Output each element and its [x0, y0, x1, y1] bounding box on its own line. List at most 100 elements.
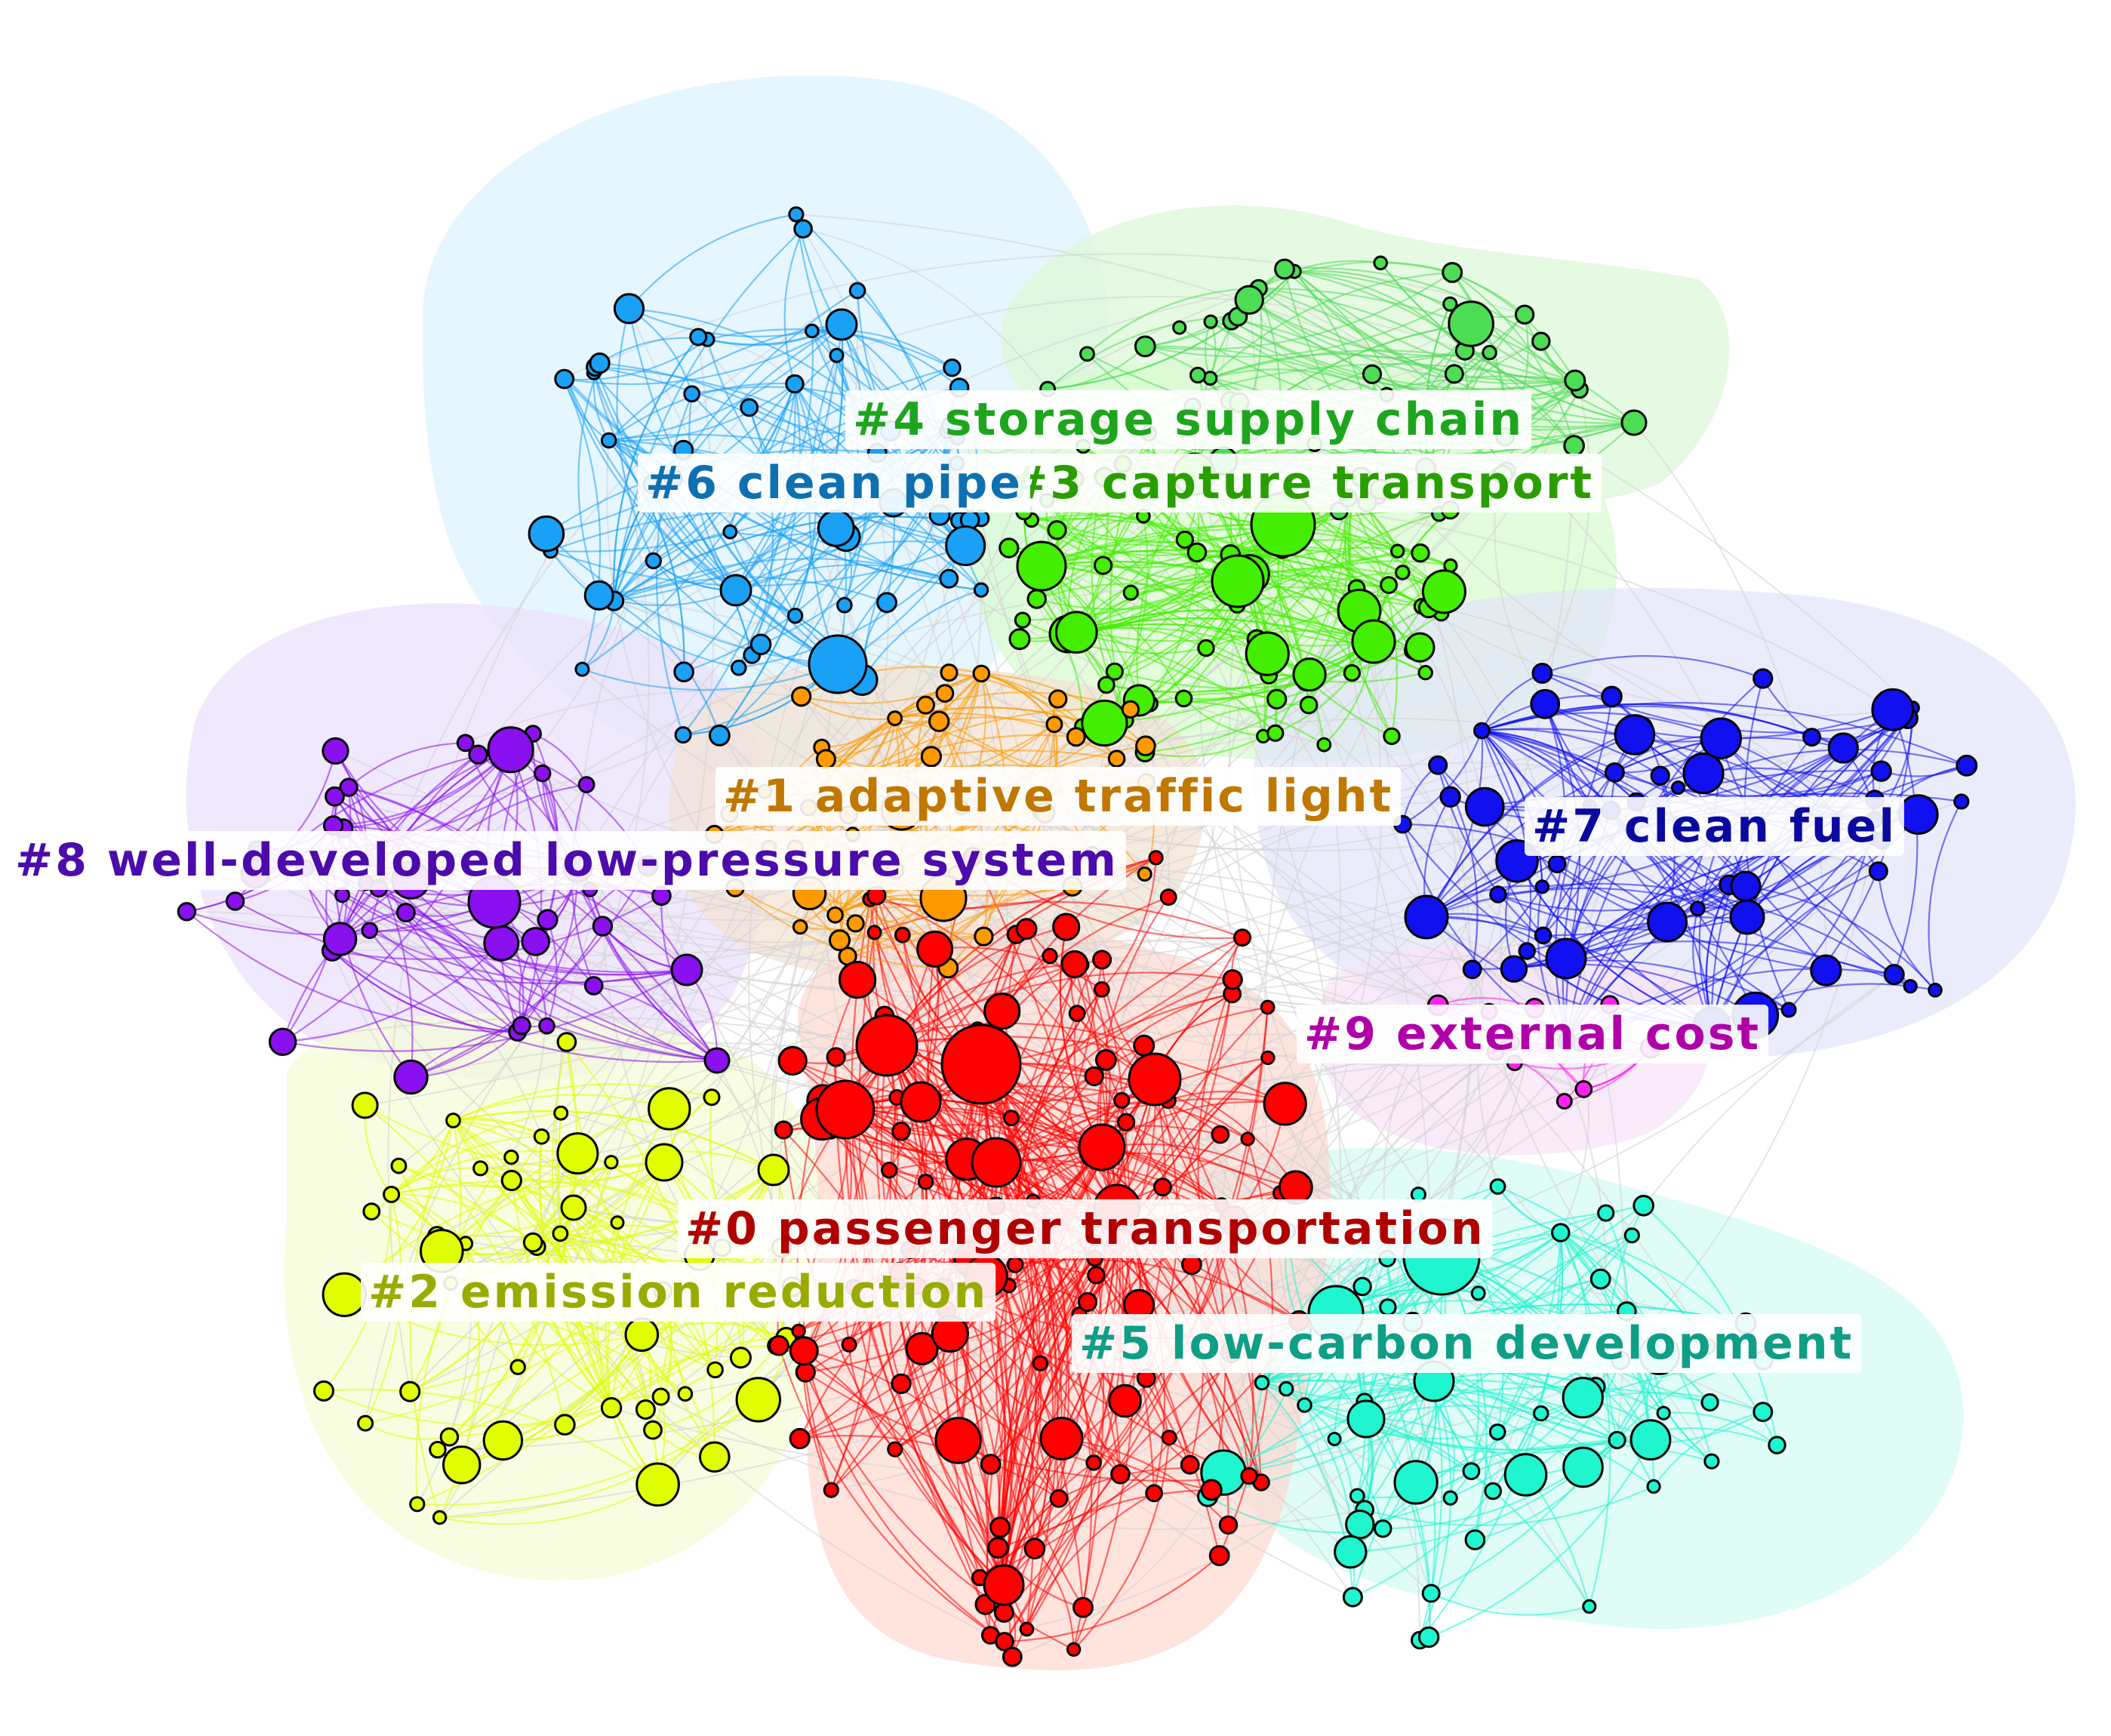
- node-cluster-2: [313, 1380, 334, 1402]
- node-cluster-4: [1448, 300, 1494, 347]
- node-cluster-4: [1482, 345, 1497, 361]
- node-cluster-6: [786, 608, 804, 624]
- edge: [803, 1350, 1005, 1642]
- node-cluster-5: [1297, 1397, 1312, 1413]
- edge: [1711, 870, 1879, 1027]
- node-cluster-9: [1574, 1080, 1593, 1098]
- node-cluster-3: [1405, 632, 1436, 663]
- node-cluster-0: [1233, 928, 1251, 947]
- node-cluster-2: [472, 1160, 489, 1177]
- node-cluster-5: [1562, 1377, 1604, 1419]
- node-cluster-1: [1107, 749, 1126, 768]
- node-cluster-1: [1121, 700, 1140, 719]
- node-cluster-6: [785, 374, 805, 394]
- node-cluster-0: [917, 1174, 934, 1190]
- edge: [1698, 833, 1724, 1027]
- node-cluster-2: [442, 1445, 482, 1485]
- edge: [1474, 974, 1895, 1541]
- edge: [799, 1435, 1060, 1500]
- node-cluster-8: [512, 1016, 531, 1036]
- node-cluster-7: [1897, 794, 1939, 835]
- edge: [1210, 368, 1387, 396]
- edge: [836, 295, 1466, 356]
- node-cluster-3: [1047, 520, 1067, 540]
- node-cluster-7: [1810, 954, 1842, 987]
- node-cluster-4: [1531, 331, 1551, 351]
- node-cluster-6: [709, 725, 731, 746]
- node-cluster-7: [1671, 780, 1685, 795]
- node-cluster-8: [177, 902, 197, 922]
- edge: [894, 713, 1118, 760]
- edge: [1280, 680, 1342, 1194]
- edge: [549, 550, 740, 669]
- node-cluster-2: [439, 1427, 460, 1447]
- edge: [980, 589, 1435, 1382]
- edge: [1248, 299, 1575, 384]
- node-cluster-0: [1078, 1123, 1126, 1171]
- edge: [1482, 730, 1591, 807]
- node-cluster-2: [624, 1317, 660, 1352]
- cluster-label-8: #8 well-developed low-pressure system: [8, 831, 1126, 890]
- node-cluster-0: [940, 1023, 1022, 1105]
- cluster-label-0: #0 passenger transportation: [678, 1199, 1493, 1258]
- node-cluster-2: [503, 1150, 519, 1165]
- node-cluster-6: [848, 282, 866, 300]
- edge: [1284, 268, 1575, 447]
- edge: [1294, 270, 1466, 352]
- node-cluster-6: [793, 219, 813, 239]
- node-cluster-6: [829, 347, 845, 363]
- node-cluster-4: [1274, 258, 1295, 280]
- node-cluster-2: [522, 1232, 543, 1253]
- node-cluster-0: [789, 1427, 811, 1450]
- node-cluster-0: [983, 1564, 1025, 1606]
- edge: [869, 898, 1300, 1322]
- edge: [453, 1119, 618, 1224]
- node-cluster-0: [795, 1362, 816, 1383]
- node-cluster-7: [1439, 786, 1461, 808]
- node-cluster-2: [610, 1215, 625, 1230]
- edge: [1003, 1207, 1122, 1642]
- node-cluster-5: [1623, 1227, 1640, 1244]
- node-cluster-5: [1462, 1462, 1481, 1480]
- node-cluster-5: [1464, 1529, 1486, 1550]
- edge: [405, 912, 688, 976]
- node-cluster-3: [1097, 676, 1116, 694]
- node-cluster-0: [1039, 1417, 1084, 1461]
- edge: [599, 594, 1712, 1462]
- edge: [1011, 1489, 1213, 1658]
- node-cluster-8: [487, 726, 534, 774]
- cluster-label-2: #2 emission reduction: [361, 1263, 996, 1322]
- edge: [1437, 997, 1535, 1009]
- edge: [477, 753, 604, 927]
- cluster-label-7: #7 clean fuel: [1525, 797, 1904, 856]
- node-cluster-6: [673, 661, 694, 683]
- edge: [730, 502, 894, 537]
- edge: [652, 1345, 777, 1431]
- edge: [439, 1399, 759, 1519]
- node-cluster-5: [1279, 1380, 1294, 1397]
- edge: [606, 440, 736, 888]
- edge: [1144, 735, 1264, 758]
- edge: [1891, 709, 1919, 975]
- node-cluster-2: [735, 1377, 781, 1423]
- node-cluster-3: [1081, 699, 1128, 747]
- node-cluster-7: [1489, 885, 1507, 903]
- node-cluster-4: [1203, 314, 1218, 329]
- edge: [465, 690, 895, 744]
- node-cluster-1: [1048, 689, 1068, 709]
- node-cluster-7: [1752, 668, 1774, 689]
- node-cluster-0: [839, 961, 877, 999]
- node-cluster-0: [1133, 1034, 1156, 1057]
- edge: [886, 971, 1233, 1046]
- node-cluster-0: [1222, 969, 1243, 990]
- node-cluster-1: [928, 710, 950, 732]
- node-cluster-6: [683, 385, 701, 403]
- node-cluster-0: [826, 1047, 846, 1067]
- edge: [1426, 731, 1484, 918]
- node-cluster-3: [1016, 540, 1067, 592]
- edge: [628, 213, 797, 309]
- edge: [1183, 697, 1263, 737]
- cluster-label-1: #1 adaptive traffic light: [715, 767, 1402, 826]
- cluster-label-5-text: #5 low-carbon development: [1079, 1317, 1854, 1370]
- edge: [564, 338, 708, 381]
